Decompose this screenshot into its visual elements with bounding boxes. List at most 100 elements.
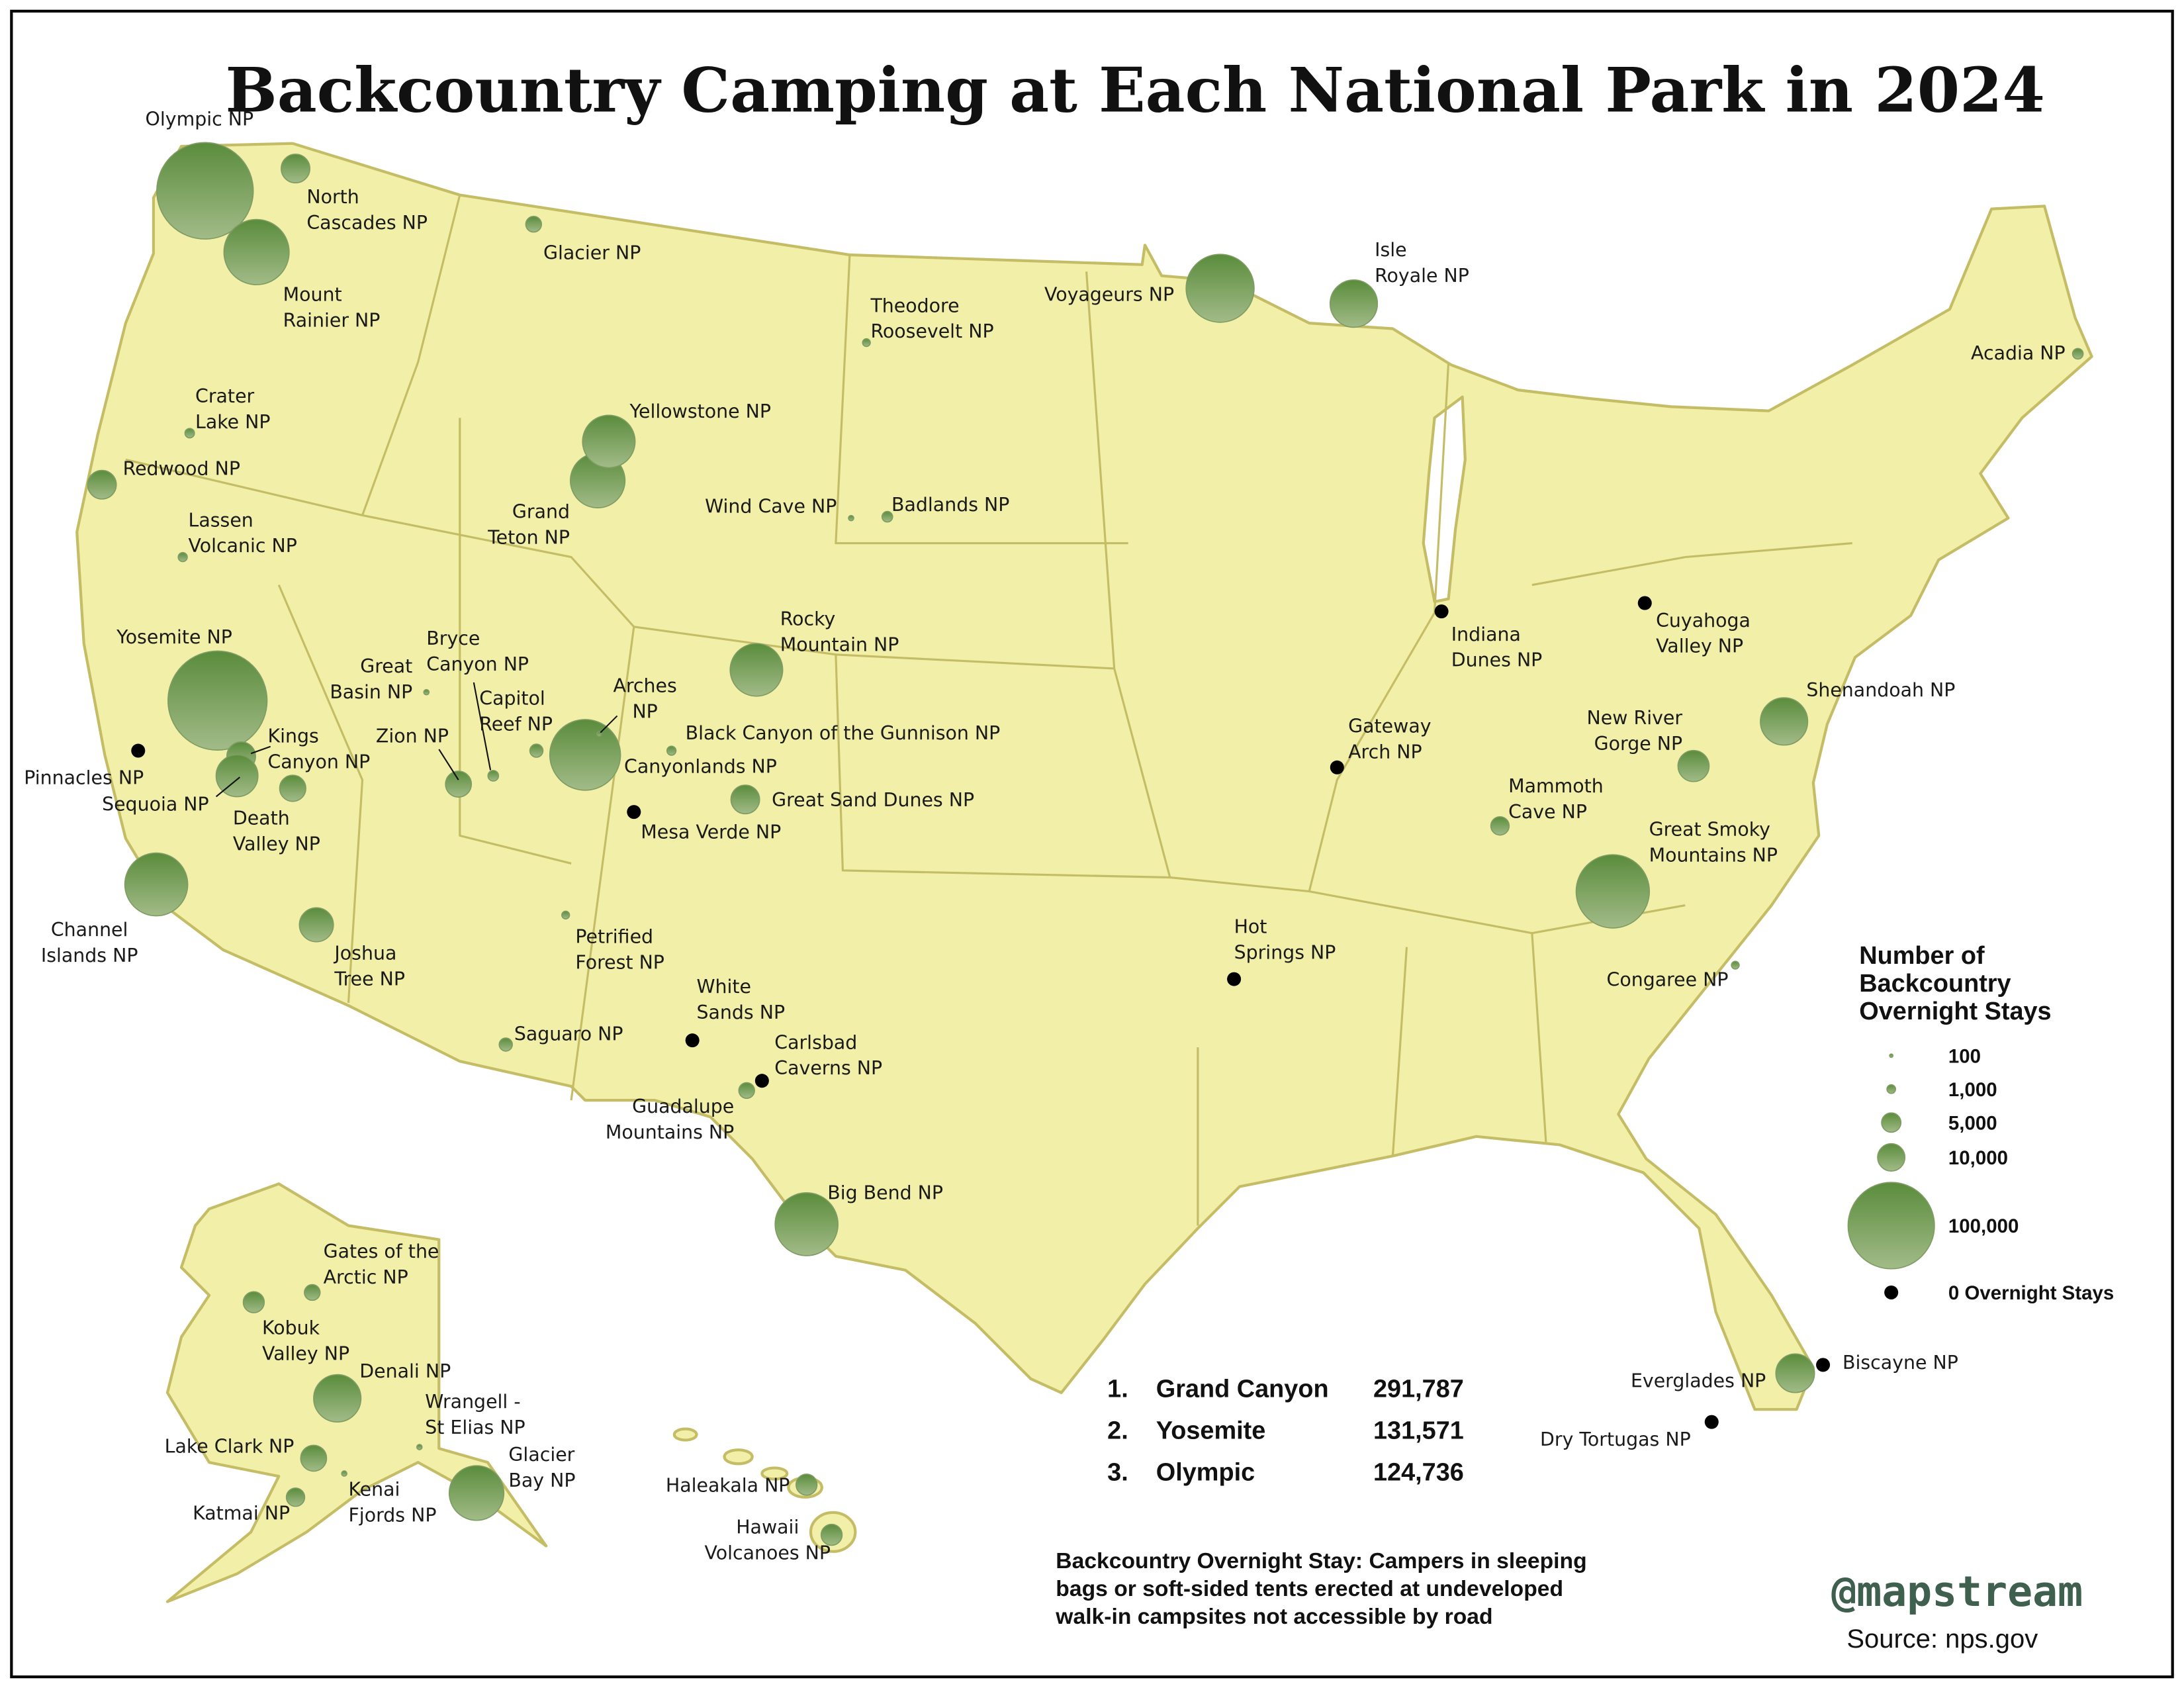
park-new-river-gorge-np: New River Gorge NP bbox=[1587, 707, 1710, 782]
legend-label: 0 Overnight Stays bbox=[1948, 1282, 2114, 1304]
park-death-valley-np: Death Valley NP bbox=[233, 774, 320, 855]
park-label: Zion NP bbox=[376, 725, 449, 747]
park-black-canyon-of-the-gunnison-np: Black Canyon of the Gunnison NP bbox=[666, 722, 1000, 756]
park-label: Channel Islands NP bbox=[41, 919, 138, 966]
park-label: Big Bend NP bbox=[827, 1182, 943, 1204]
legend-label: 100 bbox=[1948, 1045, 1981, 1067]
park-label: Great Smoky Mountains NP bbox=[1649, 818, 1778, 866]
park-sequoia-np: Sequoia NP bbox=[102, 754, 259, 816]
park-label: Glacier Bay NP bbox=[508, 1444, 575, 1491]
watermark: @mapstream bbox=[1831, 1567, 2083, 1616]
top3-value: 291,787 bbox=[1373, 1375, 1464, 1403]
park-zion-np: Zion NP bbox=[376, 725, 473, 798]
park-label: Sequoia NP bbox=[102, 794, 209, 816]
legend-zero-dot bbox=[1884, 1285, 1899, 1299]
top3-table: 1. Grand Canyon 291,787 2. Yosemite 131,571 3.… bbox=[1107, 1375, 1464, 1486]
park-lake-clark-np: Lake Clark NP bbox=[165, 1435, 328, 1472]
north-cascades-np-bubble bbox=[281, 154, 311, 184]
park-label: Acadia NP bbox=[1971, 342, 2066, 364]
park-label: Saguaro NP bbox=[514, 1023, 623, 1045]
definition-note: Backcountry Overnight Stay: Campers in s… bbox=[1055, 1549, 1586, 1629]
park-shenandoah-np: Shenandoah NP bbox=[1760, 679, 1955, 746]
park-label: Gates of the Arctic NP bbox=[324, 1241, 439, 1288]
park-carlsbad-caverns-np: Carlsbad Caverns NP bbox=[754, 1031, 882, 1088]
park-canyonlands-np: Canyonlands NP bbox=[549, 719, 777, 791]
park-label: Congaree NP bbox=[1607, 969, 1729, 991]
park-theodore-roosevelt-np: Theodore Roosevelt NP bbox=[862, 295, 994, 348]
park-mesa-verde-np: Mesa Verde NP bbox=[627, 805, 781, 843]
note-line: Backcountry Overnight Stay: Campers in s… bbox=[1056, 1549, 1586, 1573]
parks-layer: Olympic NP North Cascades NP Mount Rainier N… bbox=[24, 108, 2084, 1564]
park-label: North Cascades NP bbox=[306, 186, 428, 234]
park-yellowstone-np: Yellowstone NP bbox=[582, 400, 771, 469]
big-bend-np-bubble bbox=[774, 1192, 839, 1256]
park-lassen-volcanic-np: Lassen Volcanic NP bbox=[177, 509, 297, 563]
sequoia-np-bubble bbox=[215, 754, 259, 798]
park-label: Capitol Reef NP bbox=[479, 688, 553, 735]
park-indiana-dunes-np: Indiana Dunes NP bbox=[1434, 604, 1542, 671]
park-great-sand-dunes-np: Great Sand Dunes NP bbox=[730, 784, 974, 815]
source: Source: nps.gov bbox=[1846, 1624, 2038, 1654]
note-line: bags or soft-sided tents erected at unde… bbox=[1056, 1577, 1563, 1601]
yosemite-np-bubble bbox=[167, 650, 268, 751]
yellowstone-np-bubble bbox=[582, 414, 636, 469]
park-petrified-forest-np: Petrified Forest NP bbox=[561, 910, 664, 973]
great-sand-dunes-np-bubble bbox=[730, 784, 760, 815]
white-sands-np-zero-dot bbox=[685, 1033, 700, 1048]
katmai-np-bubble bbox=[285, 1487, 306, 1507]
mammoth-cave-np-bubble bbox=[1490, 816, 1510, 836]
badlands-np-bubble bbox=[881, 510, 893, 523]
haleakala-np-bubble bbox=[796, 1474, 818, 1496]
indiana-dunes-np-zero-dot bbox=[1434, 604, 1449, 619]
dry-tortugas-np-zero-dot bbox=[1704, 1415, 1719, 1429]
top3-rank: 2. bbox=[1107, 1417, 1128, 1444]
legend-bubble bbox=[1881, 1112, 1902, 1133]
top3-row: 3. Olympic 124,736 bbox=[1107, 1459, 1464, 1487]
park-label: Kenai Fjords NP bbox=[348, 1479, 436, 1526]
top3-row: 2. Yosemite 131,571 bbox=[1107, 1417, 1464, 1444]
park-label: Petrified Forest NP bbox=[575, 925, 664, 973]
legend-item: 0 Overnight Stays bbox=[1884, 1282, 2114, 1304]
top3-rank: 1. bbox=[1107, 1375, 1128, 1403]
park-voyageurs-np: Voyageurs NP bbox=[1044, 254, 1255, 323]
park-label: Great Basin NP bbox=[330, 655, 412, 703]
park-label: Kings Canyon NP bbox=[267, 725, 370, 773]
park-channel-islands-np: Channel Islands NP bbox=[41, 852, 189, 966]
park-saguaro-np: Saguaro NP bbox=[498, 1023, 623, 1052]
legend-item: 100 bbox=[1889, 1045, 1981, 1067]
park-label: Hot Springs NP bbox=[1234, 916, 1336, 964]
park-great-basin-np: Great Basin NP bbox=[330, 655, 430, 703]
park-denali-np: Denali NP bbox=[313, 1360, 451, 1423]
top3-park: Grand Canyon bbox=[1156, 1375, 1329, 1403]
park-pinnacles-np: Pinnacles NP bbox=[24, 743, 146, 789]
kenai-fjords-np-bubble bbox=[341, 1470, 347, 1477]
canyonlands-np-bubble bbox=[549, 719, 621, 791]
park-haleakala-np: Haleakala NP bbox=[666, 1474, 818, 1496]
note-line: walk-in campsites not accessible by road bbox=[1055, 1605, 1492, 1629]
park-label: White Sands NP bbox=[696, 976, 785, 1023]
park-label: Crater Lake NP bbox=[195, 385, 271, 433]
top3-park: Yosemite bbox=[1156, 1417, 1266, 1444]
park-label: Badlands NP bbox=[891, 494, 1009, 516]
park-bryce-canyon-np: Bryce Canyon NP bbox=[426, 628, 529, 782]
park-great-smoky-mountains-np: Great Smoky Mountains NP bbox=[1575, 818, 1778, 929]
park-label: Cuyahoga Valley NP bbox=[1656, 610, 1751, 657]
park-label: Rocky Mountain NP bbox=[780, 608, 899, 656]
arches-np-leader-line bbox=[600, 715, 618, 733]
park-wind-cave-np: Wind Cave NP bbox=[705, 495, 854, 522]
park-crater-lake-np: Crater Lake NP bbox=[184, 385, 271, 439]
park-label: Biscayne NP bbox=[1843, 1352, 1958, 1374]
shenandoah-np-bubble bbox=[1760, 697, 1809, 746]
gateway-arch-np-zero-dot bbox=[1330, 760, 1344, 774]
park-label: Theodore Roosevelt NP bbox=[870, 295, 993, 342]
everglades-np-bubble bbox=[1775, 1353, 1815, 1393]
gates-of-the-arctic-np-bubble bbox=[304, 1284, 321, 1301]
park-label: Redwood NP bbox=[123, 457, 240, 479]
park-grand-teton-np: Grand Teton NP bbox=[487, 452, 626, 549]
legend-item: 1,000 bbox=[1886, 1079, 1997, 1101]
hot-springs-np-zero-dot bbox=[1227, 972, 1242, 986]
park-big-bend-np: Big Bend NP bbox=[774, 1182, 943, 1256]
legend-item: 100,000 bbox=[1847, 1182, 2019, 1270]
biscayne-np-zero-dot bbox=[1816, 1358, 1831, 1372]
kings-canyon-np-leader-line bbox=[250, 745, 271, 755]
